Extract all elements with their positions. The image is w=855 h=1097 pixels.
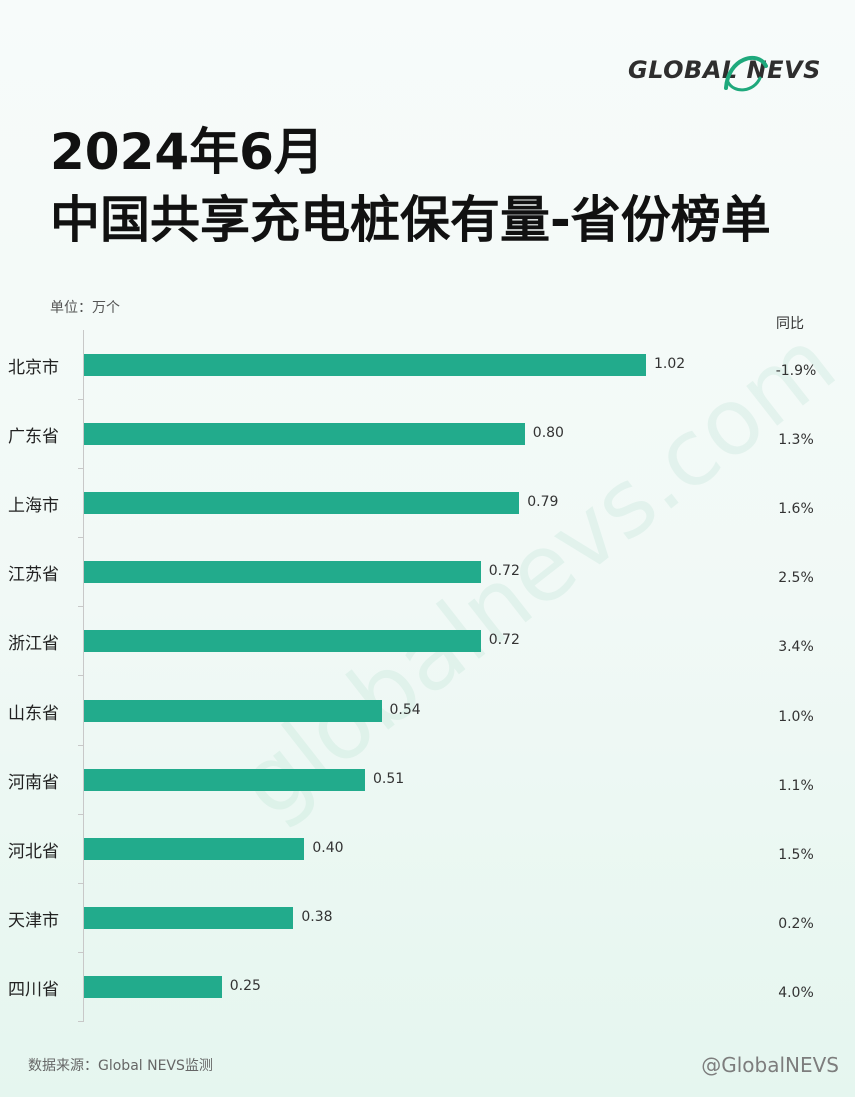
category-label: 四川省 bbox=[8, 979, 59, 1000]
bar bbox=[84, 423, 525, 446]
yoy-header: 同比 bbox=[776, 316, 804, 332]
category-label: 浙江省 bbox=[8, 634, 59, 655]
brand-logo: GLOBAL NEVS bbox=[628, 48, 821, 94]
bar-value-label: 0.72 bbox=[488, 632, 520, 649]
bar-value-label: 0.80 bbox=[532, 425, 564, 442]
axis-tick bbox=[78, 468, 84, 470]
page-title: 中国共享充电桩保有量-省份榜单 bbox=[50, 191, 771, 249]
bar-value-label: 0.38 bbox=[301, 908, 333, 925]
bar-value-label: 0.79 bbox=[527, 494, 559, 511]
axis-tick bbox=[78, 951, 84, 953]
yoy-value: 0.2% bbox=[778, 915, 814, 932]
axis-tick bbox=[78, 882, 84, 884]
category-label: 河北省 bbox=[8, 841, 59, 862]
yoy-value: 4.0% bbox=[778, 984, 814, 1001]
logo-text: GLOBAL NEVS bbox=[628, 56, 821, 84]
axis-tick bbox=[78, 813, 84, 815]
unit-label: 单位：万个 bbox=[50, 300, 120, 316]
category-label: 天津市 bbox=[8, 910, 59, 931]
bar bbox=[84, 837, 305, 860]
axis-tick bbox=[78, 744, 84, 746]
bar-value-label: 0.51 bbox=[373, 770, 405, 787]
yoy-value: 2.5% bbox=[778, 570, 814, 587]
bar bbox=[84, 906, 294, 929]
axis-tick bbox=[78, 675, 84, 677]
bar-value-label: 0.54 bbox=[389, 701, 421, 718]
bar bbox=[84, 768, 365, 791]
axis-tick bbox=[78, 606, 84, 608]
bar-value-label: 0.72 bbox=[488, 563, 520, 580]
bar bbox=[84, 975, 222, 998]
axis-tick bbox=[78, 1020, 84, 1022]
bar bbox=[84, 492, 520, 515]
category-label: 上海市 bbox=[8, 496, 59, 517]
logo-swoosh-icon bbox=[724, 55, 768, 92]
yoy-value: 1.5% bbox=[778, 846, 814, 863]
yoy-value: 1.6% bbox=[778, 501, 814, 518]
bar bbox=[84, 561, 481, 584]
category-label: 山东省 bbox=[8, 703, 59, 724]
axis-tick bbox=[78, 537, 84, 539]
bar-value-label: 0.40 bbox=[312, 839, 344, 856]
yoy-value: 1.3% bbox=[778, 432, 814, 449]
source-note: 数据来源：Global NEVS监测 bbox=[28, 1058, 213, 1074]
yoy-value: 1.1% bbox=[778, 777, 814, 794]
bar-value-label: 0.25 bbox=[229, 977, 261, 994]
yoy-value: 3.4% bbox=[778, 639, 814, 656]
bar bbox=[84, 354, 646, 376]
bar bbox=[84, 699, 382, 722]
category-label: 江苏省 bbox=[8, 565, 59, 586]
yoy-value: 1.0% bbox=[778, 708, 814, 725]
page-title-date: 2024年6月 bbox=[50, 123, 324, 181]
category-label: 河南省 bbox=[8, 772, 59, 793]
bar bbox=[84, 630, 481, 653]
category-label: 北京市 bbox=[8, 358, 59, 378]
yoy-value: -1.9% bbox=[775, 363, 817, 379]
bar-value-label: 1.02 bbox=[654, 356, 686, 372]
category-label: 广东省 bbox=[8, 427, 59, 448]
axis-tick bbox=[78, 399, 84, 400]
footer-watermark: @GlobalNEVS bbox=[701, 1053, 839, 1077]
